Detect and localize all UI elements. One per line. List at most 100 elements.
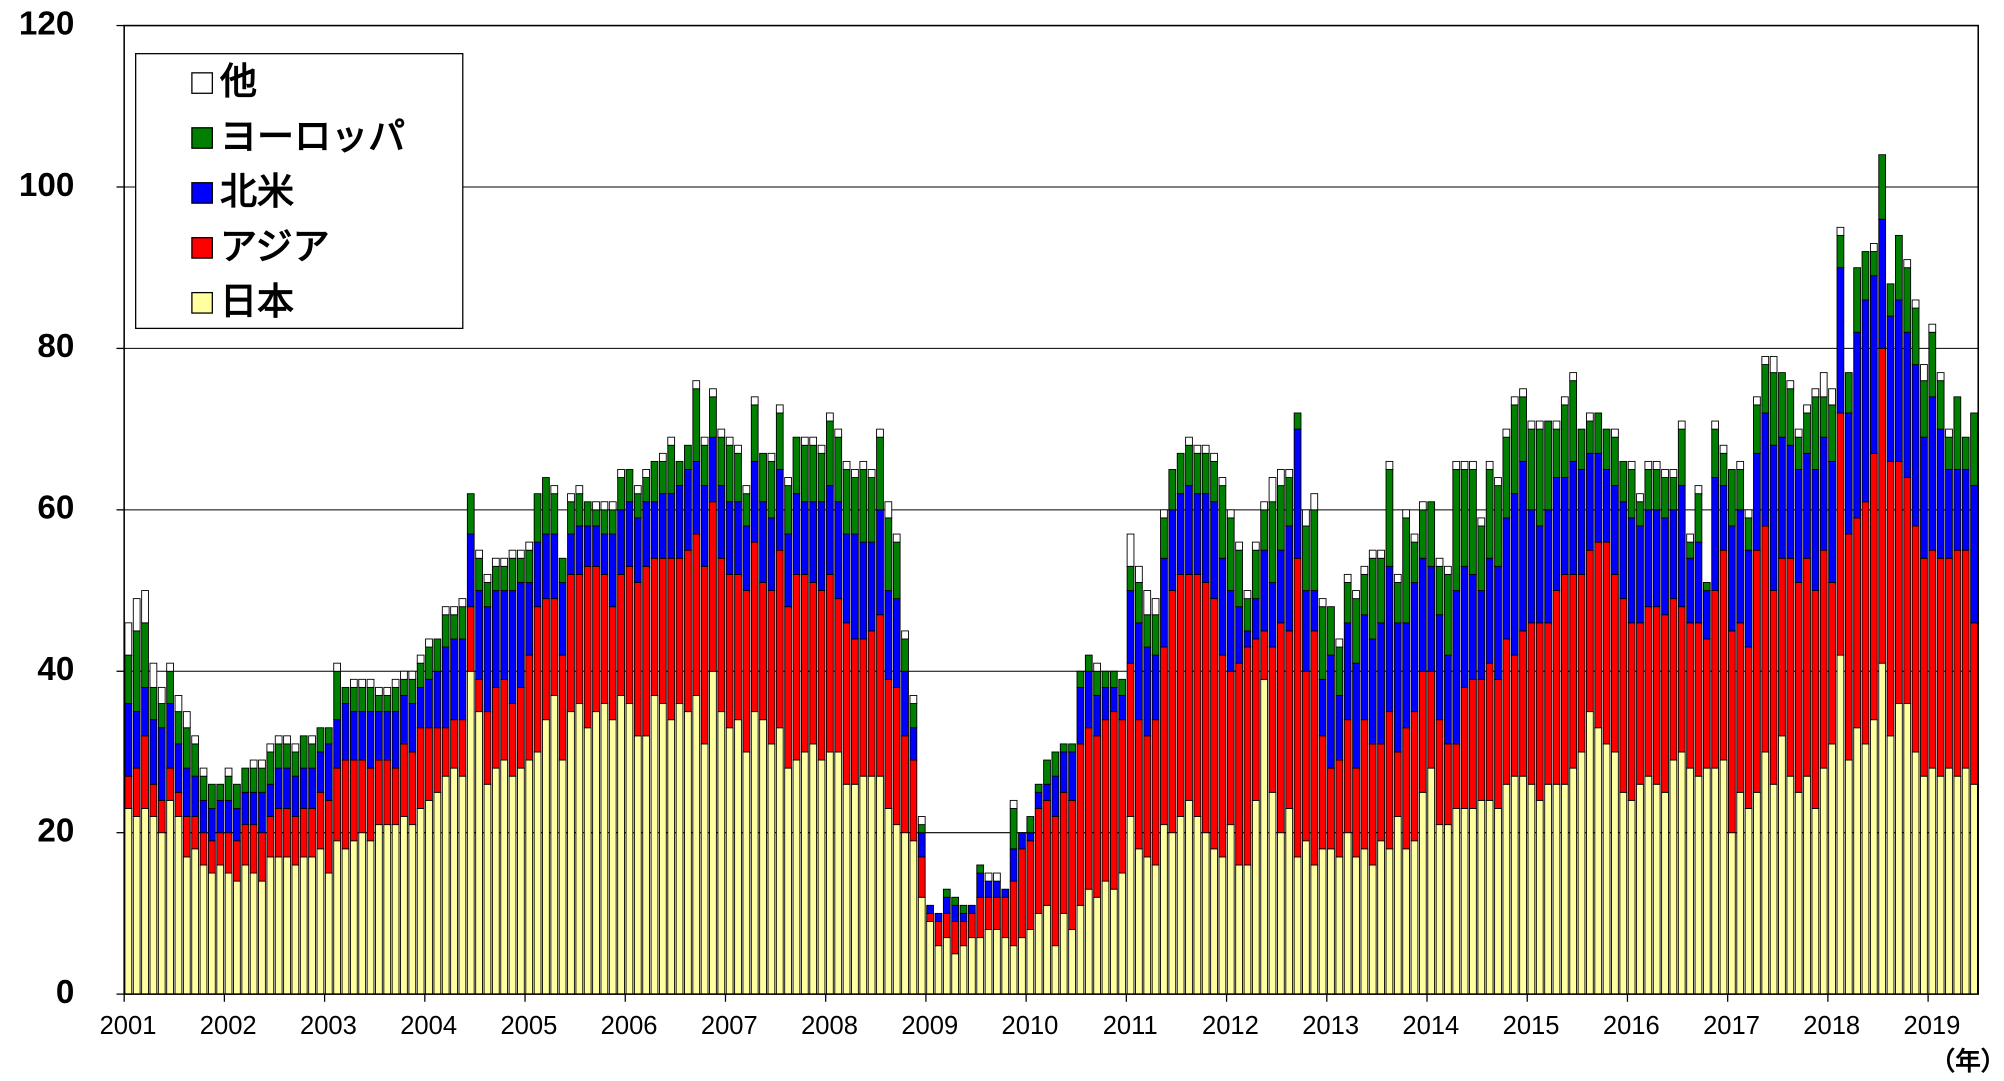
bar-segment [241, 791, 250, 826]
bar-segment [1886, 735, 1895, 995]
bar-segment [1343, 582, 1352, 624]
bar-segment [1310, 509, 1319, 591]
legend-label: 日本 [220, 280, 294, 322]
bar-segment [525, 549, 534, 583]
bar-segment [1769, 783, 1778, 995]
bar-segment [1878, 347, 1887, 664]
bar-segment [249, 759, 258, 769]
bar-segment [550, 598, 559, 696]
bar-segment [358, 686, 367, 713]
bar-segment [1769, 444, 1778, 591]
bar-segment [258, 880, 266, 995]
bar-segment [1385, 460, 1394, 470]
bar-segment [1895, 234, 1903, 301]
bar-segment [650, 695, 659, 995]
bar-segment [1168, 832, 1177, 995]
bar-segment [1727, 469, 1736, 527]
bar-segment [1485, 799, 1494, 995]
bar-segment [1377, 622, 1385, 745]
bar-segment [1945, 767, 1953, 995]
bar-segment [1051, 945, 1060, 995]
bar-segment [1343, 622, 1352, 721]
bar-segment [224, 775, 233, 801]
bar-segment [750, 711, 759, 995]
bar-segment [926, 912, 934, 922]
bar-segment [291, 751, 300, 777]
bar-segment [642, 469, 650, 478]
bar-segment [500, 590, 509, 680]
bar-segment [1819, 396, 1828, 438]
bar-segment [1385, 711, 1394, 850]
bar-segment [1034, 783, 1043, 793]
bar-segment [1744, 517, 1753, 551]
bar-segment [1101, 686, 1110, 721]
bar-segment [1377, 549, 1385, 559]
bar-segment [617, 477, 625, 511]
bar-segment [1694, 775, 1703, 995]
bar-segment [1853, 727, 1861, 995]
bar-segment [1243, 864, 1252, 995]
bar-segment [1636, 501, 1644, 527]
bar-segment [400, 678, 408, 696]
bar-segment [483, 711, 492, 785]
bar-segment [1435, 614, 1444, 721]
bar-segment [1727, 832, 1736, 995]
bar-segment [375, 686, 383, 696]
bar-segment [249, 791, 258, 826]
bar-segment [1686, 622, 1694, 769]
bar-segment [1627, 469, 1636, 519]
bar-segment [157, 832, 166, 995]
bar-segment [1677, 751, 1686, 995]
bar-segment [1452, 469, 1461, 591]
bar-segment [458, 775, 467, 995]
bar-segment [1886, 460, 1895, 737]
bar-segment [1485, 557, 1494, 664]
bar-segment [1402, 622, 1410, 729]
bar-segment [166, 662, 174, 672]
bar-segment [1778, 735, 1786, 995]
bar-segment [149, 816, 158, 995]
bar-segment [1527, 509, 1536, 624]
bar-segment [316, 848, 325, 995]
bar-segment [550, 695, 559, 995]
bar-segment [141, 686, 149, 737]
bar-segment [1318, 735, 1327, 850]
bar-segment [533, 606, 542, 753]
bar-segment [508, 557, 517, 591]
bar-segment [600, 703, 609, 995]
bar-segment [817, 501, 826, 591]
bar-segment [274, 735, 283, 745]
bar-segment [1226, 824, 1235, 995]
bar-segment [1786, 557, 1795, 777]
bar-segment [1126, 565, 1135, 591]
bar-segment [341, 759, 350, 850]
bar-segment [617, 573, 625, 696]
bar-segment [132, 711, 141, 769]
bar-segment [550, 493, 559, 535]
bar-segment [1853, 267, 1861, 333]
bar-segment [141, 590, 149, 624]
bar-segment [124, 808, 133, 995]
bar-segment [959, 921, 968, 947]
bar-segment [258, 791, 266, 834]
bar-segment [1552, 590, 1561, 785]
bar-segment [1352, 767, 1360, 858]
bar-segment [1535, 525, 1544, 624]
bar-segment [1953, 396, 1962, 470]
bar-segment [1519, 460, 1527, 632]
bar-segment [1844, 412, 1853, 535]
bar-segment [1360, 848, 1369, 995]
bar-segment [1719, 485, 1728, 551]
bar-segment [1185, 444, 1193, 487]
bar-segment [1510, 396, 1519, 406]
bar-segment [809, 743, 818, 995]
bar-segment [617, 695, 625, 995]
x-tick-label: 2009 [901, 1012, 958, 1040]
bar-segment [525, 582, 534, 656]
bar-segment [1235, 662, 1243, 866]
bar-segment [333, 719, 341, 769]
bar-segment [500, 565, 509, 591]
bar-segment [1928, 323, 1937, 333]
bar-segment [1118, 695, 1127, 721]
